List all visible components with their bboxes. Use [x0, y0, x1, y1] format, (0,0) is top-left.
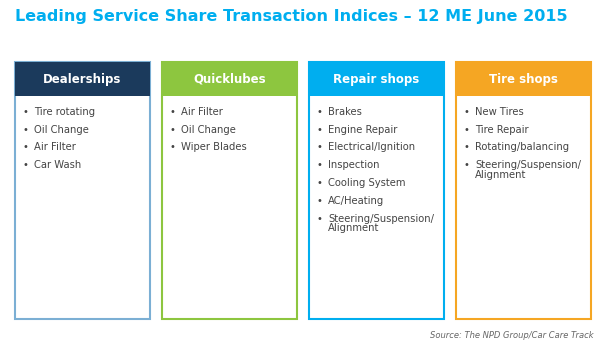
Text: Oil Change: Oil Change: [34, 125, 89, 134]
Text: Steering/Suspension/: Steering/Suspension/: [328, 214, 434, 224]
Text: New Tires: New Tires: [475, 107, 524, 117]
Text: Oil Change: Oil Change: [181, 125, 236, 134]
Text: •: •: [170, 107, 176, 117]
Text: •: •: [464, 107, 470, 117]
FancyBboxPatch shape: [15, 62, 150, 96]
Text: Leading Service Share Transaction Indices – 12 ME June 2015: Leading Service Share Transaction Indice…: [15, 9, 568, 24]
Text: •: •: [23, 160, 29, 170]
Text: •: •: [464, 125, 470, 134]
Text: Rotating/balancing: Rotating/balancing: [475, 142, 569, 152]
Text: Engine Repair: Engine Repair: [328, 125, 398, 134]
Text: Dealerships: Dealerships: [43, 73, 122, 86]
Text: Quicklubes: Quicklubes: [193, 73, 266, 86]
FancyBboxPatch shape: [456, 62, 591, 96]
Text: •: •: [464, 160, 470, 170]
Text: •: •: [23, 142, 29, 152]
Text: •: •: [317, 178, 323, 188]
Text: Tire shops: Tire shops: [489, 73, 558, 86]
Text: •: •: [170, 142, 176, 152]
Text: Electrical/Ignition: Electrical/Ignition: [328, 142, 415, 152]
Text: Brakes: Brakes: [328, 107, 362, 117]
Text: Source: The NPD Group/Car Care Track: Source: The NPD Group/Car Care Track: [430, 331, 594, 340]
Text: Car Wash: Car Wash: [34, 160, 82, 170]
Text: •: •: [464, 142, 470, 152]
FancyBboxPatch shape: [456, 62, 591, 319]
Text: •: •: [317, 214, 323, 224]
FancyBboxPatch shape: [162, 62, 297, 319]
Text: •: •: [23, 107, 29, 117]
Text: Alignment: Alignment: [328, 223, 380, 233]
Text: •: •: [317, 196, 323, 206]
Text: Air Filter: Air Filter: [181, 107, 223, 117]
Text: Cooling System: Cooling System: [328, 178, 406, 188]
Text: Tire Repair: Tire Repair: [475, 125, 529, 134]
Text: Alignment: Alignment: [475, 170, 527, 180]
Text: Inspection: Inspection: [328, 160, 380, 170]
Text: Air Filter: Air Filter: [34, 142, 76, 152]
Text: •: •: [23, 125, 29, 134]
Text: •: •: [317, 142, 323, 152]
Text: Repair shops: Repair shops: [334, 73, 419, 86]
FancyBboxPatch shape: [162, 62, 297, 96]
Text: Wiper Blades: Wiper Blades: [181, 142, 247, 152]
Text: •: •: [317, 125, 323, 134]
FancyBboxPatch shape: [309, 62, 444, 96]
Text: •: •: [170, 125, 176, 134]
Text: Tire rotating: Tire rotating: [34, 107, 95, 117]
FancyBboxPatch shape: [15, 62, 150, 319]
Text: •: •: [317, 107, 323, 117]
Text: Steering/Suspension/: Steering/Suspension/: [475, 160, 581, 170]
Text: AC/Heating: AC/Heating: [328, 196, 385, 206]
FancyBboxPatch shape: [309, 62, 444, 319]
Text: •: •: [317, 160, 323, 170]
